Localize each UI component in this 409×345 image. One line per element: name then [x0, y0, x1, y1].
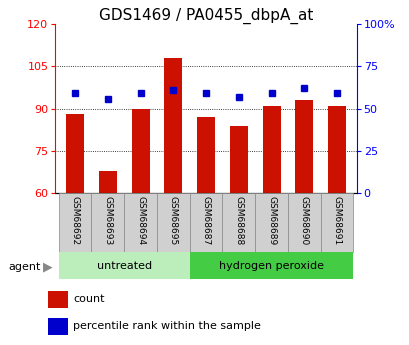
Bar [320, 193, 353, 252]
Text: agent: agent [8, 263, 40, 272]
Text: count: count [73, 294, 105, 304]
Text: percentile rank within the sample: percentile rank within the sample [73, 321, 261, 331]
Bar [58, 193, 91, 252]
Bar [48, 291, 68, 307]
Text: GSM68692: GSM68692 [70, 196, 79, 245]
Bar [99, 171, 117, 193]
Bar [254, 193, 287, 252]
Bar [327, 106, 345, 193]
Bar [131, 109, 149, 193]
Bar [164, 58, 182, 193]
Text: ▶: ▶ [43, 261, 52, 274]
Bar [189, 193, 222, 252]
Bar [294, 100, 312, 193]
Bar [287, 193, 320, 252]
Bar [229, 126, 247, 193]
Text: GSM68693: GSM68693 [103, 196, 112, 245]
Bar [58, 252, 189, 279]
Text: GSM68690: GSM68690 [299, 196, 308, 245]
Bar [48, 318, 68, 335]
Text: GSM68688: GSM68688 [234, 196, 243, 245]
Text: hydrogen peroxide: hydrogen peroxide [218, 261, 323, 270]
Bar [262, 106, 280, 193]
Bar [197, 117, 214, 193]
Bar [124, 193, 157, 252]
Bar [66, 114, 84, 193]
Text: GSM68689: GSM68689 [266, 196, 275, 245]
Bar [91, 193, 124, 252]
Text: untreated: untreated [97, 261, 151, 270]
Text: GSM68691: GSM68691 [332, 196, 341, 245]
Title: GDS1469 / PA0455_dbpA_at: GDS1469 / PA0455_dbpA_at [99, 8, 312, 24]
Bar [157, 193, 189, 252]
Bar [222, 193, 254, 252]
Text: GSM68695: GSM68695 [169, 196, 178, 245]
Text: GSM68687: GSM68687 [201, 196, 210, 245]
Bar [189, 252, 353, 279]
Text: GSM68694: GSM68694 [136, 196, 145, 245]
